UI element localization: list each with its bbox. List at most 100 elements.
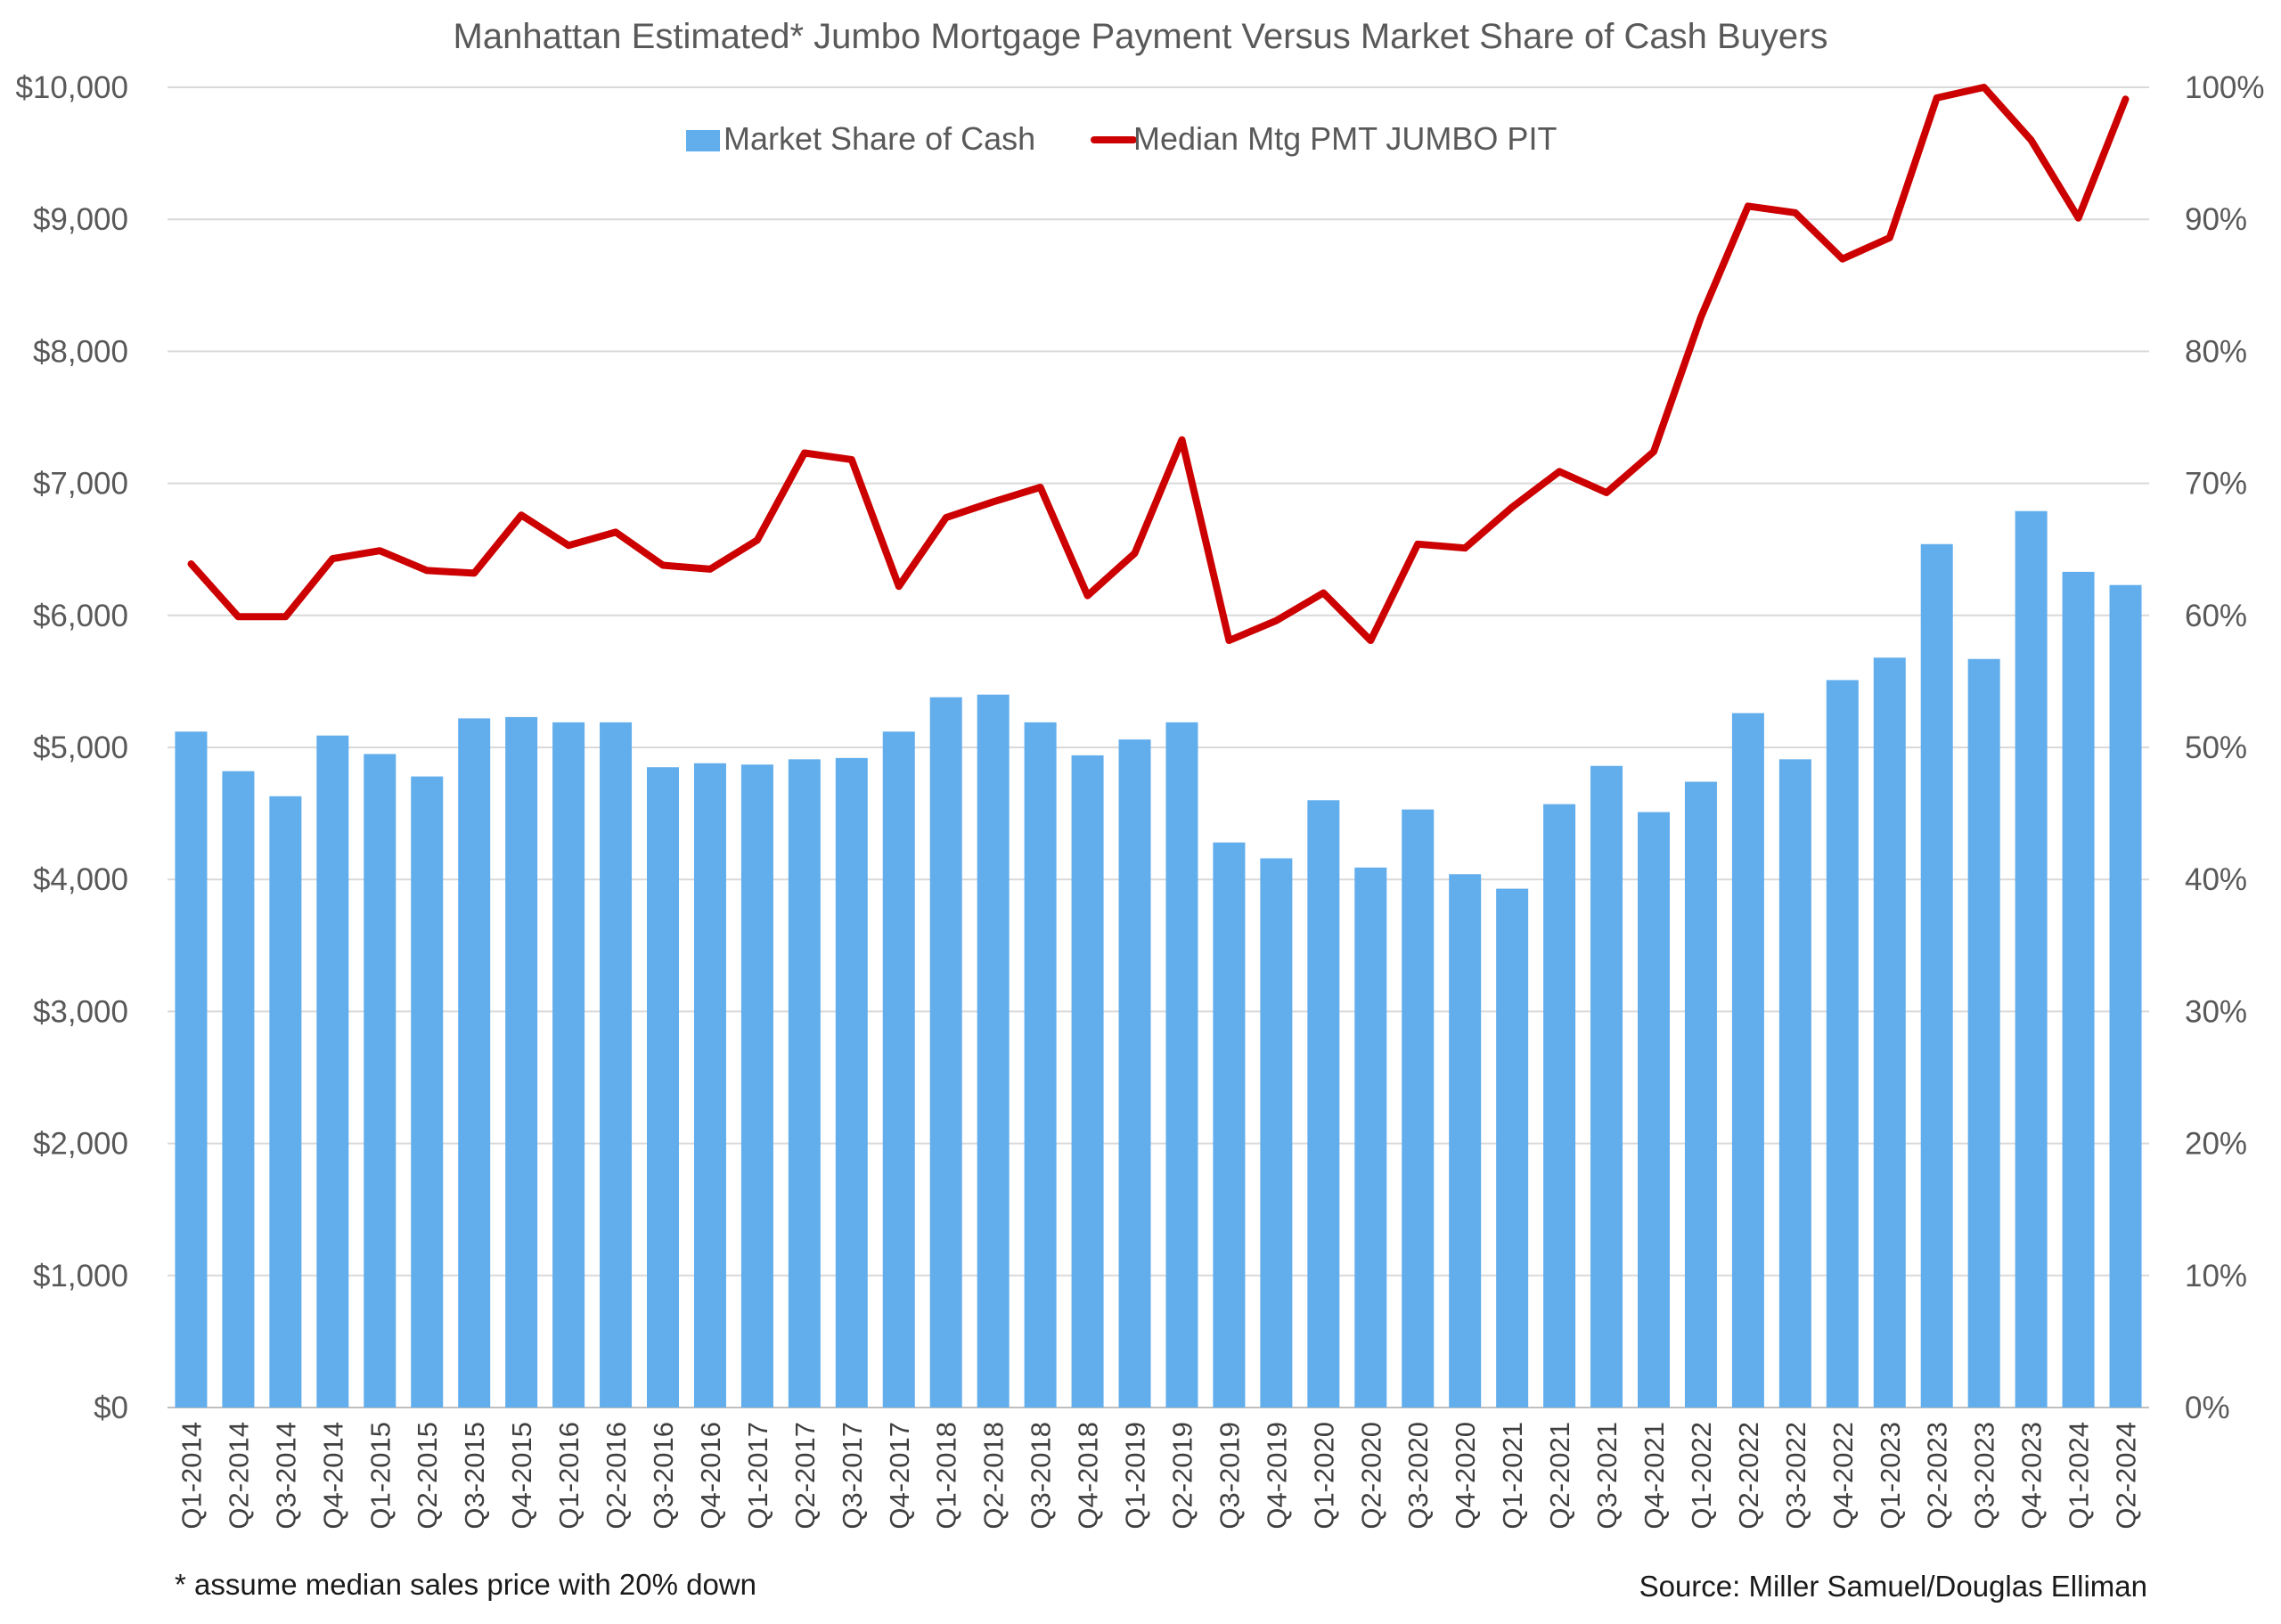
x-tick-label: Q4-2015 [506, 1422, 537, 1530]
x-tick-label: Q3-2022 [1780, 1422, 1811, 1530]
x-tick-label: Q1-2019 [1120, 1422, 1151, 1530]
bar-q4-2017 [882, 731, 915, 1408]
bar-q3-2019 [1213, 842, 1246, 1408]
x-tick-label: Q2-2023 [1922, 1422, 1953, 1530]
x-tick-label: Q4-2018 [1073, 1422, 1104, 1530]
x-tick-label: Q2-2014 [223, 1422, 254, 1530]
bar-q1-2023 [1873, 657, 1906, 1408]
x-tick-label: Q3-2023 [1969, 1422, 2000, 1530]
bar-series-market-share-of-cash [175, 510, 2142, 1408]
line-series-median-mtg-pmt [187, 84, 2130, 644]
bar-q2-2022 [1731, 713, 1764, 1408]
x-tick-label: Q1-2021 [1497, 1422, 1528, 1530]
gridlines [168, 86, 2149, 1408]
x-tick-label: Q2-2018 [978, 1422, 1010, 1530]
right-tick-label: 100% [2185, 70, 2265, 105]
right-axis-ticks: 0% 10% 20% 30% 40% 50% 60% 70% 80% 90% 100% [2185, 70, 2265, 1425]
bar-q2-2014 [222, 771, 255, 1408]
left-tick-label: $7,000 [33, 467, 128, 502]
bar-q1-2016 [552, 722, 585, 1408]
bar-q2-2023 [1920, 543, 1953, 1408]
left-tick-label: $0 [94, 1391, 128, 1425]
right-tick-label: 70% [2185, 467, 2247, 502]
bar-q2-2017 [788, 759, 821, 1408]
bar-q1-2018 [929, 697, 962, 1408]
left-tick-label: $5,000 [33, 730, 128, 765]
left-tick-label: $10,000 [15, 70, 128, 105]
bar-q4-2018 [1071, 755, 1104, 1408]
right-tick-label: 10% [2185, 1259, 2247, 1293]
bar-q4-2016 [693, 763, 726, 1408]
x-tick-label: Q1-2023 [1875, 1422, 1906, 1530]
bar-q2-2019 [1165, 722, 1198, 1408]
left-tick-label: $6,000 [33, 599, 128, 633]
bar-q3-2022 [1778, 759, 1811, 1408]
legend: Market Share of Cash Median Mtg PMT JUMB… [686, 120, 1557, 157]
x-tick-label: Q4-2020 [1450, 1422, 1481, 1530]
x-tick-label: Q1-2024 [2064, 1422, 2095, 1530]
bar-q3-2021 [1590, 765, 1623, 1408]
bar-q2-2016 [600, 722, 633, 1408]
bar-q3-2016 [646, 767, 680, 1408]
x-tick-label: Q4-2021 [1639, 1422, 1670, 1530]
x-tick-label: Q3-2021 [1591, 1422, 1623, 1530]
x-tick-label: Q4-2016 [695, 1422, 726, 1530]
x-tick-label: Q3-2020 [1402, 1422, 1434, 1530]
x-tick-label: Q2-2019 [1167, 1422, 1198, 1530]
legend-label-median-mtg-pmt: Median Mtg PMT JUMBO PIT [1133, 120, 1557, 157]
bar-q3-2018 [1024, 722, 1057, 1408]
bar-q3-2014 [269, 796, 302, 1408]
legend-swatch-market-share-of-cash [686, 130, 720, 151]
bar-q1-2019 [1118, 739, 1151, 1408]
left-axis-ticks: $0 $1,000 $2,000 $3,000 $4,000 $5,000 $6,000 $7… [15, 70, 128, 1425]
bar-q1-2014 [175, 731, 208, 1408]
x-tick-label: Q4-2022 [1827, 1422, 1859, 1530]
right-tick-label: 40% [2185, 862, 2247, 897]
right-tick-label: 0% [2185, 1391, 2230, 1425]
bar-q3-2017 [835, 757, 868, 1408]
source-note: Source: Miller Samuel/Douglas Elliman [1639, 1570, 2147, 1603]
bar-q2-2018 [977, 694, 1010, 1408]
left-tick-label: $2,000 [33, 1127, 128, 1162]
bar-q2-2024 [2109, 584, 2142, 1408]
bar-q4-2019 [1260, 858, 1293, 1408]
right-tick-label: 20% [2185, 1127, 2247, 1162]
x-tick-label: Q2-2021 [1544, 1422, 1575, 1530]
x-tick-label: Q3-2016 [648, 1422, 679, 1530]
x-tick-label: Q2-2022 [1733, 1422, 1764, 1530]
right-tick-label: 30% [2185, 994, 2247, 1029]
bar-q4-2015 [505, 716, 538, 1408]
bar-q2-2015 [411, 776, 444, 1408]
x-tick-label: Q2-2015 [412, 1422, 443, 1530]
left-tick-label: $3,000 [33, 994, 128, 1029]
x-tick-label: Q1-2022 [1686, 1422, 1717, 1530]
x-tick-label: Q3-2014 [270, 1422, 301, 1530]
x-tick-label: Q4-2017 [884, 1422, 915, 1530]
bar-q1-2017 [740, 764, 773, 1408]
bar-q3-2023 [1967, 658, 2000, 1408]
right-tick-label: 60% [2185, 599, 2247, 633]
x-tick-label: Q1-2017 [742, 1422, 773, 1530]
x-tick-label: Q3-2017 [837, 1422, 868, 1530]
x-axis-ticks: Q1-2014 Q2-2014 Q3-2014 Q4-2014 Q1-2015 Q2-20… [176, 1422, 2142, 1530]
bar-q4-2014 [316, 735, 349, 1408]
left-tick-label: $1,000 [33, 1259, 128, 1293]
bar-q1-2022 [1684, 781, 1717, 1408]
bar-q4-2023 [2015, 510, 2048, 1408]
left-tick-label: $4,000 [33, 862, 128, 897]
bar-q3-2020 [1402, 809, 1435, 1408]
x-tick-label: Q2-2017 [789, 1422, 821, 1530]
bar-q1-2015 [364, 754, 397, 1408]
legend-label-market-share-of-cash: Market Share of Cash [724, 120, 1035, 157]
bar-q4-2022 [1826, 680, 1859, 1408]
x-tick-label: Q4-2023 [2016, 1422, 2048, 1530]
x-tick-label: Q1-2020 [1308, 1422, 1339, 1530]
x-tick-label: Q2-2016 [601, 1422, 632, 1530]
footnote: * assume median sales price with 20% dow… [175, 1568, 756, 1601]
bar-q1-2021 [1496, 888, 1529, 1408]
bar-q4-2020 [1449, 874, 1482, 1408]
x-tick-label: Q1-2014 [176, 1422, 208, 1530]
bar-q1-2020 [1307, 800, 1340, 1408]
